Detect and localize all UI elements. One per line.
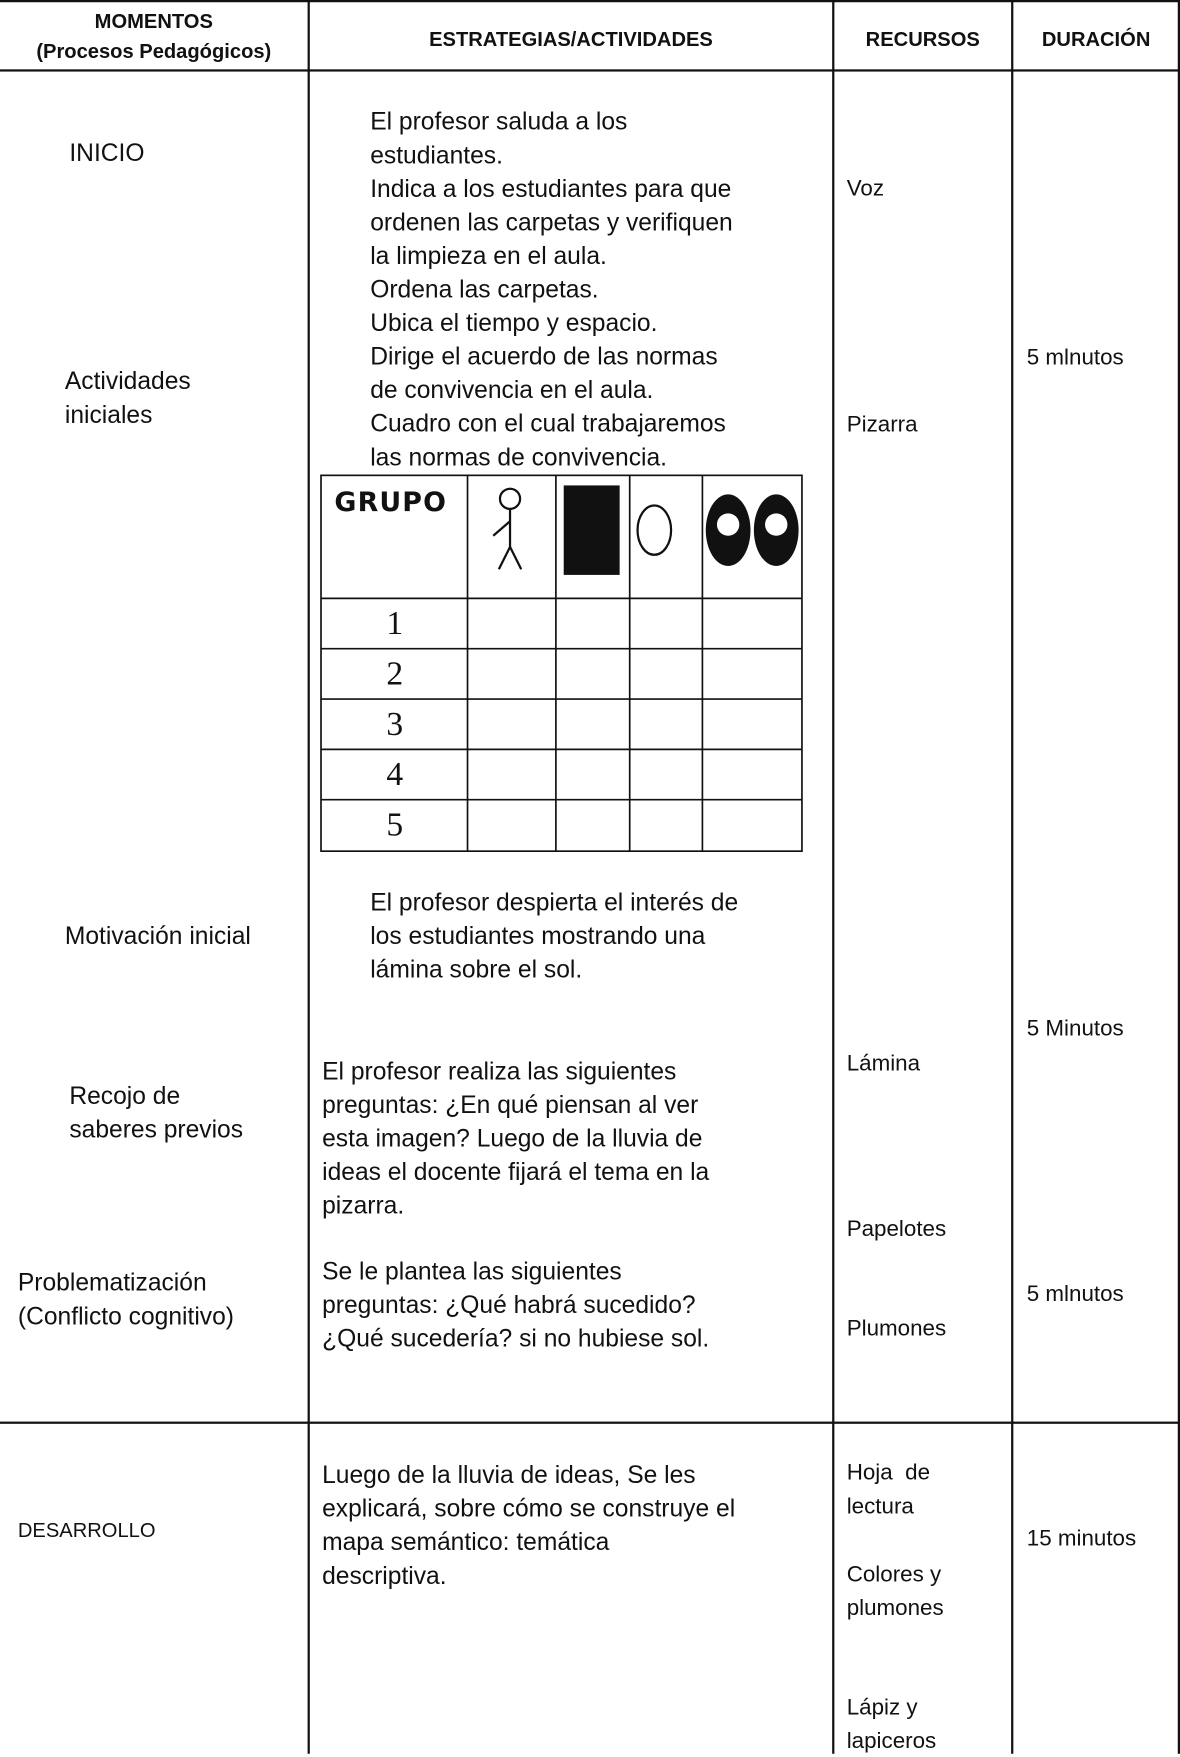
header: DURACIÓN (1041, 27, 1151, 51)
activity-text: mapa semántico: temática (322, 1527, 610, 1556)
duration: 5 mlnutos (1026, 345, 1124, 371)
group-number: 2 (386, 655, 404, 693)
activity-text: ordenen las carpetas y verifiquen (370, 208, 733, 236)
resource: plumones (846, 1596, 944, 1621)
activity-text: de convivencia en el aula. (370, 375, 654, 404)
header: MOMENTOS (94, 10, 213, 33)
group-header: GRUPO (334, 486, 448, 518)
resource: Plumones (846, 1316, 947, 1342)
border (1177, 0, 1180, 1754)
resource: Colores y (846, 1562, 942, 1588)
resource: lapiceros (846, 1729, 937, 1754)
border (0, 69, 1180, 72)
activity-text: explicará, sobre cómo se construye el (322, 1494, 736, 1523)
resource: Pizarra (846, 412, 918, 438)
moment-label: (Conflicto cognitivo) (17, 1301, 234, 1330)
activity-text: ¿Qué sucedería? si no hubiese sol. (322, 1324, 710, 1353)
activity-text: las normas de convivencia. (370, 442, 668, 471)
duration: 5 mlnutos (1026, 1281, 1124, 1307)
resource: Hoja de (846, 1460, 931, 1486)
activity-text: preguntas: ¿Qué habrá sucedido? (322, 1290, 696, 1319)
group-table (320, 474, 803, 853)
icon (492, 487, 523, 570)
border (307, 0, 310, 1754)
group-number: 5 (386, 806, 404, 844)
group-number: 3 (386, 705, 404, 743)
icon (636, 504, 673, 556)
header: ESTRATEGIAS/ACTIVIDADES (429, 27, 713, 51)
activity-text: la limpieza en el aula. (370, 241, 607, 270)
activity-text: Dirige el acuerdo de las normas (370, 342, 718, 371)
resource: lectura (846, 1494, 914, 1519)
activity-text: preguntas: ¿En qué piensan al ver (322, 1090, 699, 1119)
moment-label: Motivación inicial (64, 921, 251, 950)
activity-text: ideas el docente fijará el tema en la (322, 1157, 710, 1186)
duration: 15 minutos (1026, 1526, 1137, 1552)
resource: Lámina (846, 1051, 921, 1076)
activity-text: Indica a los estudiantes para que (370, 174, 732, 203)
border (1011, 0, 1014, 1754)
activity-text: Ubica el tiempo y espacio. (370, 308, 658, 337)
activity-text: estudiantes. (370, 140, 503, 169)
border (0, 1421, 1180, 1424)
activity-text: Se le plantea las siguientes (322, 1257, 622, 1286)
activity-text: Luego de la lluvia de ideas, Se les (322, 1460, 696, 1489)
border (0, 0, 1180, 3)
icon (563, 485, 620, 575)
moment-label: DESARROLLO (17, 1518, 156, 1542)
activity-text: pizarra. (322, 1191, 405, 1220)
moment-label: saberes previos (69, 1115, 244, 1144)
activity-text: Ordena las carpetas. (370, 275, 599, 304)
resource: Lápiz y (846, 1695, 918, 1721)
border (832, 0, 835, 1754)
activity-text: Cuadro con el cual trabajaremos (370, 409, 726, 438)
resource: Voz (846, 176, 885, 202)
activity-text: esta imagen? Luego de la lluvia de (322, 1124, 703, 1153)
header: (Procesos Pedagógicos) (36, 40, 272, 63)
activity-text: El profesor realiza las siguientes (322, 1056, 677, 1085)
activity-text: descriptiva. (322, 1561, 447, 1590)
group-number: 4 (386, 756, 404, 794)
group-number: 1 (386, 605, 404, 643)
activity-text: El profesor despierta el interés de (370, 888, 739, 917)
activity-text: los estudiantes mostrando una (370, 921, 706, 950)
moment-label: iniciales (64, 400, 153, 429)
moment-label: Actividades (64, 366, 191, 395)
resource: Papelotes (846, 1216, 947, 1242)
activity-text: lámina sobre el sol. (370, 955, 583, 984)
moment-label: Problematización (17, 1268, 207, 1297)
activity-text: El profesor saluda a los (370, 107, 628, 136)
moment-label: Recojo de (69, 1081, 181, 1110)
moment-label: INICIO (69, 138, 145, 167)
header: RECURSOS (865, 27, 980, 51)
duration: 5 Minutos (1026, 1016, 1124, 1042)
